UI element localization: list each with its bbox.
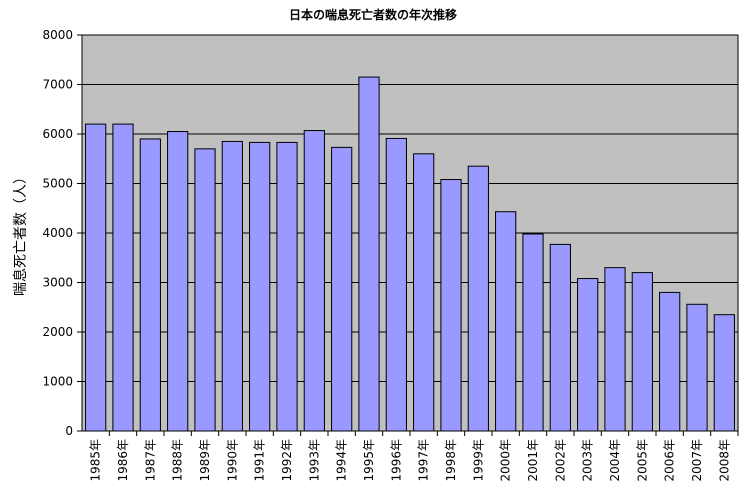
x-tick-label: 2008年 xyxy=(717,439,731,482)
bar xyxy=(686,303,708,432)
y-tick-label: 4000 xyxy=(42,226,73,240)
x-tick-label: 1989年 xyxy=(198,439,212,482)
bars xyxy=(85,76,739,436)
y-tick-label: 8000 xyxy=(42,28,73,42)
y-tick-label: 6000 xyxy=(42,127,73,141)
x-tick-label: 1995年 xyxy=(362,439,376,482)
bar xyxy=(604,267,626,432)
y-tick-labels: 0 1000 2000 3000 4000 5000 6000 7000 8000 xyxy=(42,28,73,438)
x-tick-label: 2005年 xyxy=(635,439,649,482)
x-tick-label: 1999年 xyxy=(471,439,485,482)
x-tick-label: 1990年 xyxy=(225,439,239,482)
axes xyxy=(81,35,738,432)
y-tick-label: 3000 xyxy=(42,276,73,290)
y-axis-label: 喘息死亡者数（人） xyxy=(12,170,29,296)
x-tick-label: 1992年 xyxy=(280,439,294,482)
x-tick-label: 2006年 xyxy=(663,439,677,482)
bar xyxy=(194,148,216,432)
x-tick-label: 2003年 xyxy=(581,439,595,482)
bar xyxy=(303,130,325,432)
x-tick-label: 2004年 xyxy=(608,439,622,482)
bar xyxy=(358,76,380,432)
bar xyxy=(631,272,653,432)
x-tick-label: 1993年 xyxy=(307,439,321,482)
bar xyxy=(331,146,353,432)
x-tick-label: 1987年 xyxy=(143,439,157,482)
x-tick-label: 1986年 xyxy=(116,439,130,482)
chart-title: 日本の喘息死亡者数の年次推移 xyxy=(289,7,457,22)
x-tick-label: 1985年 xyxy=(89,439,103,482)
y-tick-label: 2000 xyxy=(42,325,73,339)
bar xyxy=(440,179,462,432)
x-tick-label: 2007年 xyxy=(690,439,704,482)
bar xyxy=(495,211,517,432)
y-tick-label: 0 xyxy=(65,424,73,438)
bar xyxy=(549,243,571,432)
x-tick-label: 1997年 xyxy=(417,439,431,482)
x-tick-label: 1998年 xyxy=(444,439,458,482)
y-tick-label: 7000 xyxy=(42,78,73,92)
bar xyxy=(467,165,489,432)
y-tick-label: 5000 xyxy=(42,177,73,191)
bar xyxy=(112,123,134,432)
bar xyxy=(139,138,161,432)
gridlines xyxy=(77,34,738,432)
bar xyxy=(221,140,243,432)
x-tick-label: 1996年 xyxy=(389,439,403,482)
x-tick-labels: 1985年 1986年 1987年 1988年 1989年 1990年 1991年 1992年… xyxy=(89,439,732,482)
bar xyxy=(249,141,271,432)
bar xyxy=(276,141,298,432)
bar xyxy=(522,233,544,432)
bar xyxy=(659,291,681,432)
x-tick-label: 2001年 xyxy=(526,439,540,482)
bar xyxy=(385,137,407,432)
bar xyxy=(577,278,599,432)
x-tick-label: 1988年 xyxy=(171,439,185,482)
bar xyxy=(85,123,107,432)
y-tick-label: 1000 xyxy=(42,375,73,389)
x-tick-label: 2002年 xyxy=(553,439,567,482)
x-tick-label: 1994年 xyxy=(335,439,349,482)
x-tick-label: 2000年 xyxy=(499,439,513,482)
bar xyxy=(713,314,735,432)
x-tick-label: 1991年 xyxy=(253,439,267,482)
bar xyxy=(167,131,189,432)
bar xyxy=(413,153,435,432)
